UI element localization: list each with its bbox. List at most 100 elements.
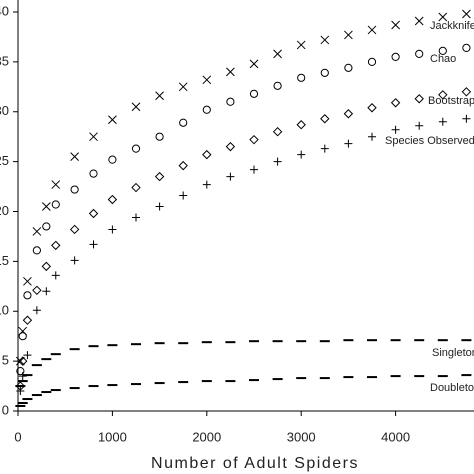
data-point xyxy=(16,387,25,396)
data-point xyxy=(344,63,353,72)
data-point xyxy=(132,213,140,222)
data-point xyxy=(179,118,188,127)
data-point xyxy=(249,89,259,98)
series xyxy=(16,43,471,376)
data-point xyxy=(179,191,188,200)
data-point xyxy=(320,68,329,77)
data-point xyxy=(23,276,32,286)
data-point xyxy=(89,132,98,142)
data-point xyxy=(202,149,212,160)
data-point xyxy=(88,208,99,219)
data-point xyxy=(273,157,282,166)
data-point xyxy=(108,115,117,125)
data-point xyxy=(272,126,283,137)
x-tick-label: 0 xyxy=(14,429,21,444)
data-point xyxy=(32,285,42,296)
data-point xyxy=(390,98,401,108)
data-point xyxy=(155,91,164,101)
data-point xyxy=(344,30,353,40)
data-point xyxy=(32,246,41,255)
x-tick-label: 1000 xyxy=(98,429,127,444)
x-tick-label: 3000 xyxy=(287,429,316,444)
data-point xyxy=(32,306,41,315)
data-point xyxy=(368,132,376,141)
data-point xyxy=(70,152,79,161)
data-point xyxy=(225,141,236,152)
data-point xyxy=(438,12,448,22)
data-point xyxy=(438,46,447,56)
data-point xyxy=(108,155,117,164)
data-point xyxy=(107,194,118,205)
data-point xyxy=(367,57,377,66)
y-tick-label: 30 xyxy=(0,103,9,118)
data-point xyxy=(155,202,164,211)
data-point xyxy=(343,109,354,119)
data-point xyxy=(69,224,80,235)
series xyxy=(15,87,472,391)
data-point xyxy=(438,90,448,100)
series-label: Jackknife xyxy=(430,20,474,32)
data-point xyxy=(297,150,306,159)
data-point xyxy=(51,240,61,251)
data-point xyxy=(391,52,400,61)
data-point xyxy=(51,180,61,189)
data-point xyxy=(391,125,400,134)
data-point xyxy=(202,180,211,189)
data-point xyxy=(41,202,51,211)
data-point xyxy=(18,356,28,366)
data-point xyxy=(414,94,424,104)
y-tick-label: 20 xyxy=(0,203,9,218)
data-point xyxy=(296,120,306,130)
series-label: Bootstrap xyxy=(428,95,474,107)
data-point xyxy=(178,82,188,92)
data-point xyxy=(42,287,51,296)
data-point xyxy=(320,114,330,124)
data-point xyxy=(89,169,98,178)
data-point xyxy=(42,222,51,231)
data-point xyxy=(367,103,377,113)
data-point xyxy=(415,121,424,130)
data-point xyxy=(273,81,282,90)
data-point xyxy=(23,351,32,360)
data-point xyxy=(438,117,447,126)
series-label: Singletons xyxy=(432,347,474,359)
data-point xyxy=(250,165,258,174)
series-label: Doubletons xyxy=(430,382,474,394)
y-tick-label: 35 xyxy=(0,53,9,68)
data-point xyxy=(344,139,353,148)
data-point xyxy=(297,73,306,82)
data-point xyxy=(273,49,282,59)
series-label: Species Observed xyxy=(385,135,474,147)
data-point xyxy=(462,114,471,123)
data-point xyxy=(154,171,165,182)
y-tick-label: 5 xyxy=(2,353,9,368)
data-point xyxy=(226,67,235,77)
data-point xyxy=(367,25,377,35)
data-point xyxy=(296,40,306,50)
data-point xyxy=(16,367,25,376)
series xyxy=(15,374,472,408)
y-tick-label: 0 xyxy=(2,402,9,417)
series-label: Chao xyxy=(430,53,456,65)
data-point xyxy=(462,43,471,53)
data-point xyxy=(249,59,259,69)
data-point xyxy=(131,144,141,153)
y-tick-label: 10 xyxy=(0,303,9,318)
data-point xyxy=(131,182,141,193)
data-point xyxy=(70,185,79,194)
data-point xyxy=(16,356,25,366)
series xyxy=(15,339,472,388)
data-point xyxy=(202,75,212,85)
data-point xyxy=(51,200,60,209)
data-point xyxy=(22,315,33,325)
data-point xyxy=(89,240,98,249)
data-point xyxy=(226,172,235,181)
data-point xyxy=(320,144,329,153)
data-point xyxy=(226,97,235,106)
series xyxy=(16,9,471,366)
data-point xyxy=(415,49,424,58)
data-point xyxy=(202,105,211,114)
data-point xyxy=(23,291,32,300)
data-point xyxy=(51,271,60,280)
